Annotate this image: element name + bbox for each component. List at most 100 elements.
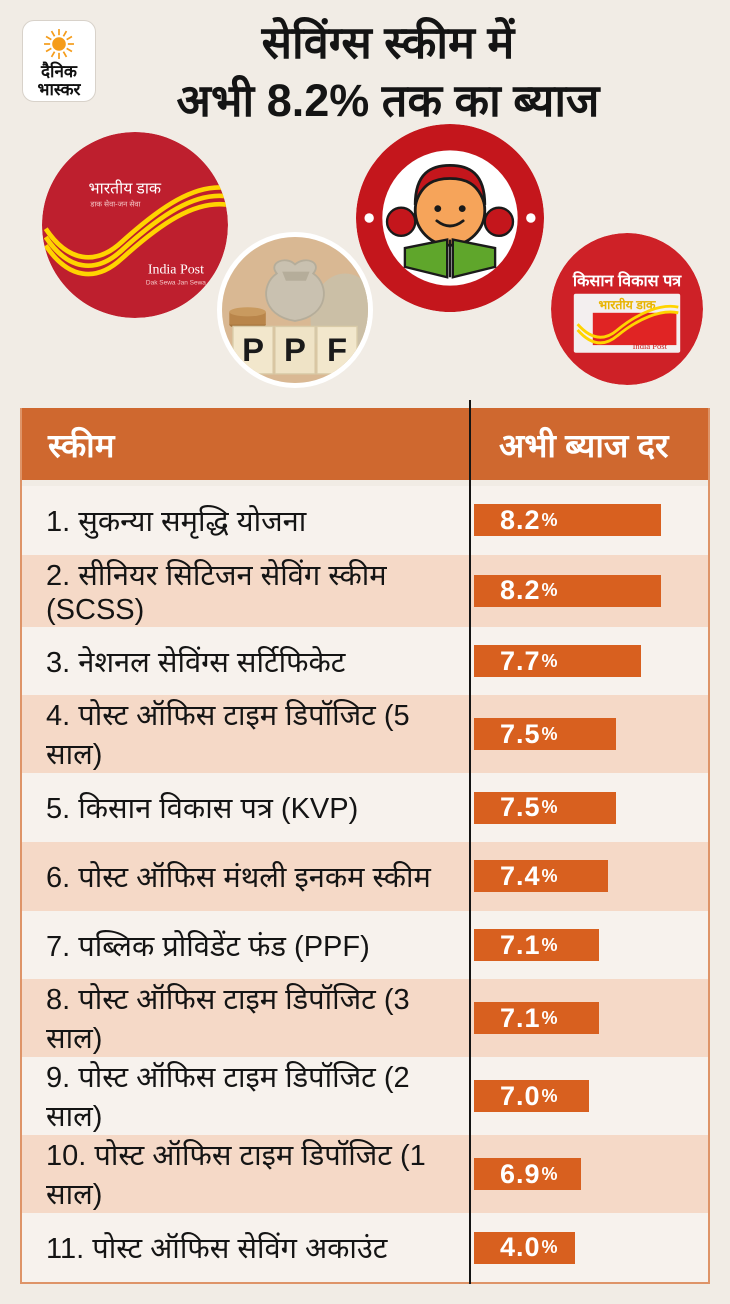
rate-value: 8.2 (500, 575, 541, 606)
table-body: 1. सुकन्या समृद्धि योजना 8.2% 2. सीनियर … (22, 486, 708, 1283)
table-row: 5. किसान विकास पत्र (KVP) 7.5% (22, 773, 708, 843)
table-row: 11. पोस्ट ऑफिस सेविंग अकाउंट 4.0% (22, 1213, 708, 1283)
rate-value: 8.2 (500, 504, 541, 535)
beti-bachao-beti-padhao-logo: बेटी बचाओ बेटी पढ़ाओ (356, 124, 544, 312)
scheme-label: 10. पोस्ट ऑफिस टाइम डिपॉजिट (1 साल) (46, 1140, 426, 1212)
rate-bar-cell: 4.0% (472, 1231, 708, 1264)
rate-bar-cell: 7.1% (472, 929, 708, 962)
percent-sign: % (541, 1085, 558, 1106)
rate-value: 6.9 (500, 1158, 541, 1189)
table-row: 3. नेशनल सेविंग्स सर्टिफिकेट 7.7% (22, 626, 708, 696)
ring-dot-left (364, 213, 374, 223)
percent-sign: % (541, 1007, 558, 1028)
page-title: सेविंग्स स्कीम में अभी 8.2% तक का ब्याज (46, 14, 730, 130)
dainik-bhaskar-logo: दैनिक भास्कर (22, 20, 96, 102)
rate-bar-cell: 6.9% (472, 1158, 708, 1191)
rate-bar-cell: 7.5% (472, 791, 708, 824)
kvp-title: किसान विकास पत्र (572, 271, 682, 290)
rate-bar-cell: 7.0% (472, 1080, 708, 1113)
ring-dot-right (526, 213, 536, 223)
rate-bar-cell: 7.4% (472, 860, 708, 893)
rate-bar-cell: 7.5% (472, 718, 708, 751)
rate-bar: 7.7% (474, 645, 641, 677)
percent-sign: % (541, 865, 558, 886)
brand-name: दैनिक भास्कर (38, 63, 81, 99)
kvp-post-english: India Post (633, 341, 668, 351)
rate-bar: 7.0% (474, 1080, 589, 1113)
scheme-label: 9. पोस्ट ऑफिस टाइम डिपॉजिट (2 साल) (46, 1062, 410, 1134)
table-row: 6. पोस्ट ऑफिस मंथली इनकम स्कीम 7.4% (22, 842, 708, 911)
rate-value: 7.0 (500, 1080, 541, 1111)
ppf-letter-2: P (284, 331, 306, 368)
table-row: 4. पोस्ट ऑफिस टाइम डिपॉजिट (5 साल) 7.5% (22, 695, 708, 774)
table-row: 2. सीनियर सिटिजन सेविंग स्कीम (SCSS) 8.2… (22, 554, 708, 627)
scheme-label: 8. पोस्ट ऑफिस टाइम डिपॉजिट (3 साल) (46, 984, 410, 1056)
title-line1: सेविंग्स स्कीम में (261, 17, 515, 68)
scheme-label: 11. पोस्ट ऑफिस सेविंग अकाउंट (46, 1233, 388, 1266)
rate-value: 7.5 (500, 718, 541, 749)
kvp-swoosh (576, 304, 679, 345)
percent-sign: % (541, 1237, 558, 1258)
scheme-label: 7. पब्लिक प्रोविडेंट फंड (PPF) (46, 930, 370, 963)
rate-bar-cell: 8.2% (472, 574, 708, 607)
rate-bar-cell: 7.7% (472, 645, 708, 677)
book-left-page (403, 238, 449, 279)
scheme-label: 1. सुकन्या समृद्धि योजना (46, 505, 307, 538)
rate-value: 7.7 (500, 645, 541, 676)
kvp-post-hindi: भारतीय डाक (598, 297, 656, 312)
header-gap (22, 480, 708, 486)
column-divider-line (469, 400, 471, 1284)
money-bag (265, 259, 325, 322)
rate-bar-cell: 8.2% (472, 504, 708, 537)
rate-bar: 7.4% (474, 860, 608, 893)
title-line2: अभी 8.2% तक का ब्याज (176, 75, 600, 126)
table-row: 9. पोस्ट ऑफिस टाइम डिपॉजिट (2 साल) 7.0% (22, 1057, 708, 1136)
india-post-logo: भारतीय डाक डाक सेवा-जन सेवा India Post D… (42, 132, 228, 318)
letter-blocks: P P F (232, 325, 358, 375)
rate-bar: 7.1% (474, 929, 599, 962)
rate-value: 7.5 (500, 792, 541, 823)
table-row: 7. पब्लिक प्रोविडेंट फंड (PPF) 7.1% (22, 910, 708, 980)
india-post-english-name: India Post (148, 262, 204, 277)
scheme-column-header: स्कीम (48, 426, 115, 464)
india-post-hindi-name: भारतीय डाक (89, 178, 162, 197)
percent-sign: % (541, 723, 558, 744)
rate-bar: 7.1% (474, 1002, 599, 1035)
rate-value: 7.1 (500, 929, 541, 960)
rate-value: 7.4 (500, 860, 541, 891)
rate-value: 7.1 (500, 1002, 541, 1033)
kisan-vikas-patra-logo: किसान विकास पत्र भारतीय डाक India Post (551, 233, 703, 385)
brand-name-line2: भास्कर (37, 80, 81, 99)
table-row: 1. सुकन्या समृद्धि योजना 8.2% (22, 486, 708, 555)
rate-bar: 4.0% (474, 1231, 575, 1264)
rate-bar-cell: 7.1% (472, 1002, 708, 1035)
ppf-letter-1: P (242, 331, 264, 368)
rate-bar: 8.2% (474, 574, 661, 607)
sun-icon (44, 29, 74, 59)
rate-column-header: अभी ब्याज दर (499, 426, 669, 464)
scheme-label: 3. नेशनल सेविंग्स सर्टिफिकेट (46, 646, 346, 679)
rate-bar: 7.5% (474, 718, 616, 751)
scheme-label: 6. पोस्ट ऑफिस मंथली इनकम स्कीम (46, 861, 431, 894)
table-header: स्कीम अभी ब्याज दर (22, 408, 708, 480)
percent-sign: % (541, 580, 558, 601)
table-row: 10. पोस्ट ऑफिस टाइम डिपॉजिट (1 साल) 6.9% (22, 1135, 708, 1214)
rate-bar: 6.9% (474, 1158, 581, 1191)
india-post-swoosh (43, 185, 227, 277)
ppf-photo: P P F (217, 232, 373, 388)
table-row: 8. पोस्ट ऑफिस टाइम डिपॉजिट (3 साल) 7.1% (22, 979, 708, 1058)
percent-sign: % (541, 650, 558, 671)
scheme-label: 4. पोस्ट ऑफिस टाइम डिपॉजिट (5 साल) (46, 700, 410, 772)
brand-name-line1: दैनिक (41, 62, 77, 81)
scheme-label: 2. सीनियर सिटिजन सेविंग स्कीम (SCSS) (46, 559, 387, 626)
ppf-letter-3: F (327, 331, 347, 368)
rate-bar: 8.2% (474, 504, 661, 537)
book-right-page (451, 238, 497, 279)
scheme-label: 5. किसान विकास पत्र (KVP) (46, 793, 359, 826)
india-post-hindi-tagline: डाक सेवा-जन सेवा (89, 199, 141, 208)
rate-value: 4.0 (500, 1232, 541, 1263)
percent-sign: % (541, 1163, 558, 1184)
percent-sign: % (541, 797, 558, 818)
percent-sign: % (541, 509, 558, 530)
